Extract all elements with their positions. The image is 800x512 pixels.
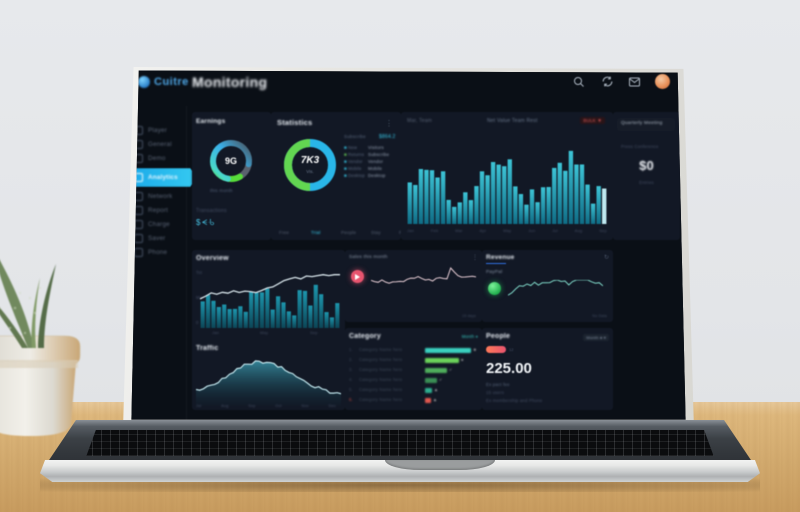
svg-text:7K3: 7K3 [301,155,320,166]
svg-text:9G: 9G [225,156,237,166]
svg-text:Vis.: Vis. [306,169,313,174]
